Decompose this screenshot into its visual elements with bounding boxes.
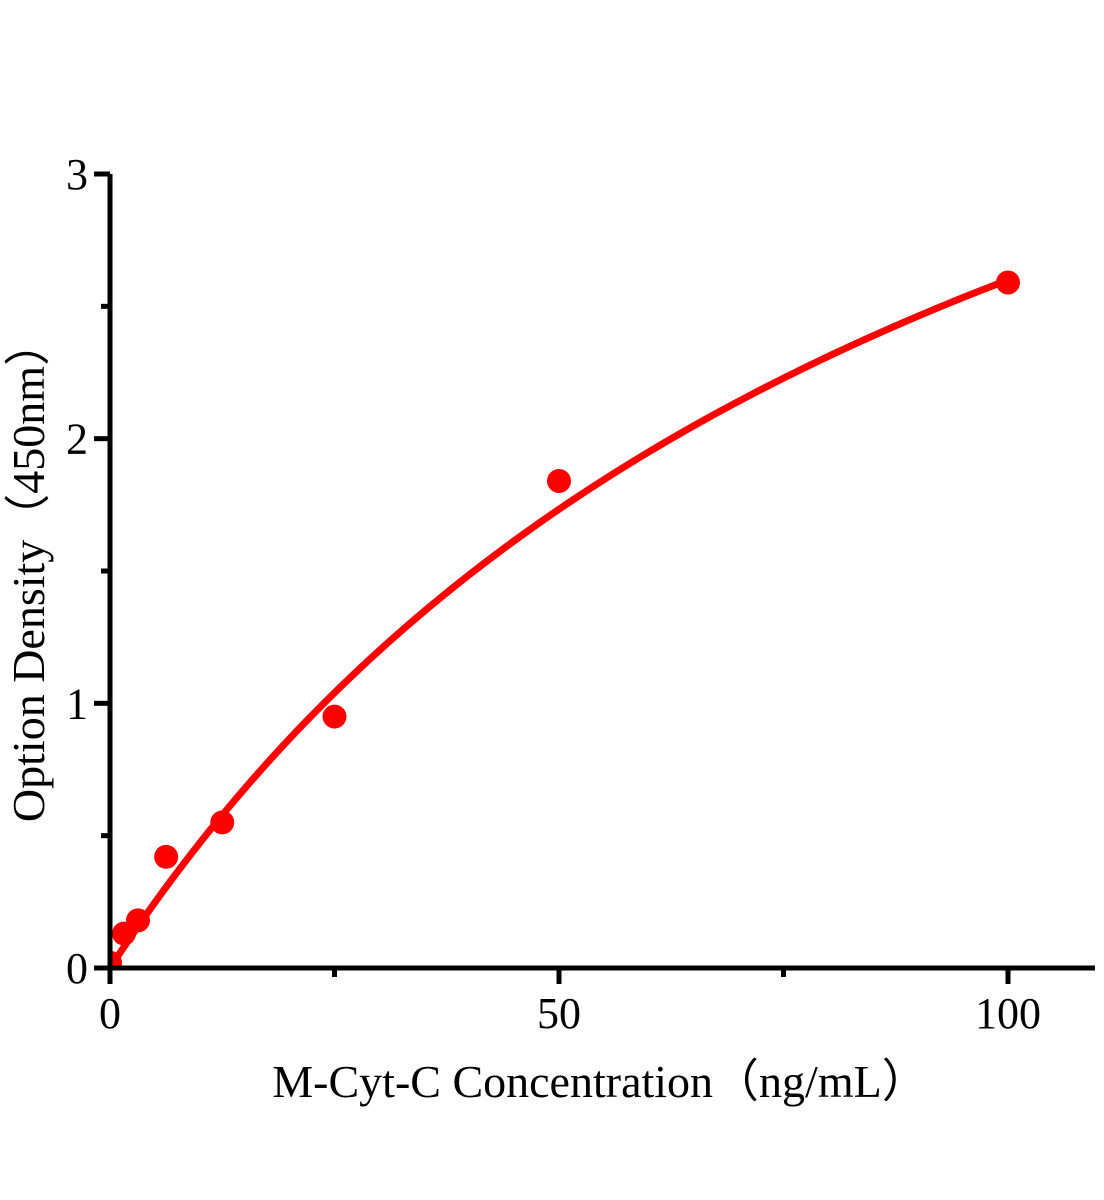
data-series [110, 270, 1020, 968]
axis-ticks [94, 171, 1011, 984]
data-point-marker [126, 908, 151, 933]
x-tick-label: 0 [99, 989, 121, 1038]
data-point-marker [547, 469, 571, 494]
axis-lines [107, 174, 1095, 971]
x-tick-label: 50 [537, 989, 581, 1038]
y-axis-title: Option Density（450nm） [3, 320, 54, 822]
data-point-marker [996, 270, 1020, 295]
data-point-marker [154, 844, 179, 869]
y-tick-label: 2 [66, 415, 88, 464]
y-tick-label: 1 [66, 679, 88, 728]
axes [94, 171, 1095, 984]
data-point-marker [110, 950, 122, 968]
data-point-marker [322, 704, 347, 729]
fit-curve-line [110, 276, 1010, 968]
y-tick-label: 3 [66, 150, 88, 199]
y-axis-tick-labels: 0 1 2 3 [66, 150, 88, 993]
x-axis-title: M-Cyt-C Concentration（ng/mL） [272, 1056, 927, 1107]
x-axis-tick-labels: 0 50 100 [99, 989, 1041, 1038]
y-tick-label: 0 [66, 944, 88, 993]
x-tick-label: 100 [975, 989, 1041, 1038]
data-point-marker [210, 810, 235, 835]
data-points [110, 270, 1020, 968]
